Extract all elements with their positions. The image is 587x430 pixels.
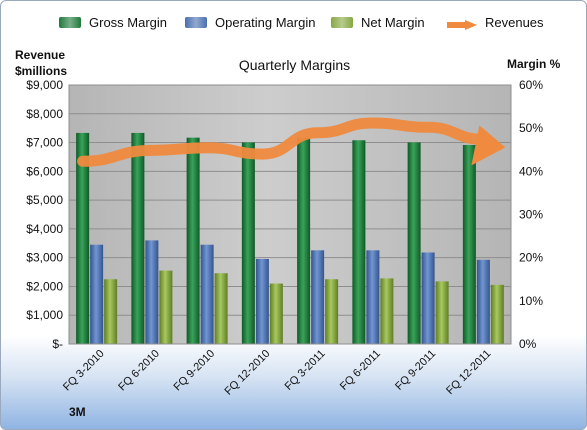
right-tick-label: 0% <box>519 337 537 351</box>
left-tick-label: $1,000 <box>26 308 63 322</box>
bar-operating-margin <box>200 244 214 344</box>
left-tick-label: $4,000 <box>26 222 63 236</box>
bar-operating-margin <box>90 244 104 344</box>
right-tick-label: 10% <box>519 294 543 308</box>
bar-gross-margin <box>241 142 255 344</box>
chart-title: Quarterly Margins <box>238 57 351 73</box>
bar-net-margin <box>159 270 173 344</box>
bar-operating-margin <box>255 258 269 344</box>
right-tick-label: 60% <box>519 78 543 92</box>
left-tick-label: $8,000 <box>26 107 63 121</box>
category-label: FQ 12-2010 <box>223 348 273 398</box>
legend-swatch <box>447 18 477 30</box>
category-label: FQ 9-2010 <box>172 348 218 394</box>
category-label: FQ 9-2011 <box>393 348 438 393</box>
right-axis-title: Margin % <box>507 57 561 71</box>
bar-operating-margin <box>311 250 325 344</box>
left-tick-label: $6,000 <box>26 164 63 178</box>
category-label: FQ 3-2010 <box>61 348 107 394</box>
category-label: FQ 6-2010 <box>116 348 162 394</box>
right-tick-label: 20% <box>519 251 543 265</box>
bar-gross-margin <box>462 145 476 344</box>
right-tick-label: 50% <box>519 121 543 135</box>
left-tick-label: $5,000 <box>26 193 63 207</box>
left-axis-title: Revenue $millions <box>15 48 68 78</box>
legend-item-revenues: Revenues <box>447 15 544 30</box>
legend: Gross Margin Operating Margin Net Margin Re… <box>1 15 586 35</box>
left-tick-label: $2,000 <box>26 279 63 293</box>
left-tick-label: $7,000 <box>26 136 63 150</box>
bar-operating-margin <box>366 250 380 344</box>
category-label: FQ 3-2011 <box>283 348 328 393</box>
legend-swatch <box>331 17 353 28</box>
category-label: FQ 6-2011 <box>338 348 383 393</box>
legend-label: Operating Margin <box>215 15 316 30</box>
legend-item-gross-margin: Gross Margin <box>59 15 167 30</box>
plot-border <box>68 84 512 345</box>
bar-net-margin <box>325 279 339 344</box>
bar-net-margin <box>269 283 283 344</box>
bar-gross-margin <box>297 137 311 344</box>
bar-net-margin <box>435 281 449 344</box>
legend-swatch <box>59 17 81 28</box>
bar-operating-margin <box>145 240 159 344</box>
bar-net-margin <box>490 284 504 344</box>
bar-net-margin <box>214 273 228 344</box>
bar-gross-margin <box>352 140 366 344</box>
legend-label: Revenues <box>485 15 544 30</box>
legend-label: Gross Margin <box>89 15 168 30</box>
revenues-line <box>77 117 495 167</box>
right-tick-label: 30% <box>519 208 543 222</box>
legend-item-net-margin: Net Margin <box>331 15 425 30</box>
bar-net-margin <box>104 279 118 344</box>
bar-gross-margin <box>76 132 90 344</box>
legend-item-operating-margin: Operating Margin <box>185 15 315 30</box>
footer-label: 3M <box>69 405 86 419</box>
bar-net-margin <box>380 278 394 344</box>
right-tick-label: 40% <box>519 164 543 178</box>
left-tick-label: $9,000 <box>26 78 63 92</box>
left-tick-label: $- <box>52 337 63 351</box>
bar-gross-margin <box>407 142 421 344</box>
legend-swatch <box>185 17 207 28</box>
bar-gross-margin <box>186 137 200 344</box>
revenues-arrowhead <box>471 125 506 166</box>
left-tick-label: $3,000 <box>26 251 63 265</box>
bar-operating-margin <box>421 252 435 344</box>
bar-gross-margin <box>131 132 145 344</box>
category-label: FQ 12-2011 <box>444 348 493 397</box>
arrow-icon <box>447 19 477 30</box>
legend-label: Net Margin <box>361 15 425 30</box>
bar-operating-margin <box>476 259 490 344</box>
